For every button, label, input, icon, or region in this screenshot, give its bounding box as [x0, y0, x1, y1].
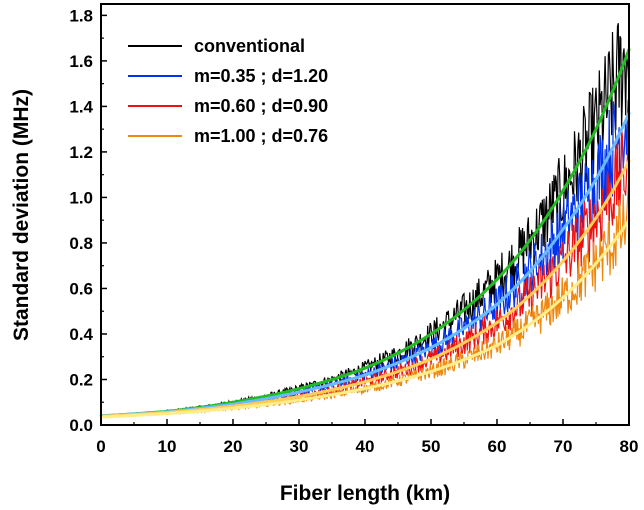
data-point-3-9 [594, 216, 598, 220]
data-point-4-9 [594, 261, 598, 265]
y-tick-label: 0.4 [69, 325, 93, 344]
legend-label-4: m=1.00 ; d=0.76 [194, 126, 328, 146]
y-tick-label: 0.6 [69, 279, 93, 298]
data-point-1-7 [495, 277, 499, 281]
y-tick-label: 1.2 [69, 143, 93, 162]
y-tick-label: 0.2 [69, 370, 93, 389]
data-point-1-6 [429, 332, 433, 336]
y-tick-label: 1.6 [69, 52, 93, 71]
y-axis-title: Standard deviation (MHz) [10, 89, 33, 341]
y-tick-label: 0.0 [69, 416, 93, 435]
y-tick-label: 1.0 [69, 188, 93, 207]
x-tick-label: 80 [620, 437, 639, 456]
x-tick-label: 20 [224, 437, 243, 456]
data-point-1-5 [363, 366, 367, 370]
x-tick-label: 0 [96, 437, 105, 456]
x-tick-label: 40 [356, 437, 375, 456]
y-tick-label: 0.8 [69, 234, 93, 253]
data-point-3-3 [231, 404, 235, 408]
data-point-4-4 [297, 398, 301, 402]
x-tick-label: 70 [554, 437, 573, 456]
legend: conventional m=0.35 ; d=1.20 m=0.60 ; d=0.… [128, 36, 328, 146]
data-point-2-7 [495, 302, 499, 306]
x-tick-label: 60 [488, 437, 507, 456]
data-point-3-4 [297, 395, 301, 399]
x-tick-label: 10 [158, 437, 177, 456]
x-axis-title: Fiber length (km) [280, 482, 450, 505]
x-axis: 0 10 20 30 40 50 60 70 80 [96, 419, 638, 456]
data-point-3-7 [495, 321, 499, 325]
legend-label-3: m=0.60 ; d=0.90 [194, 96, 328, 116]
data-point-2-4 [297, 390, 301, 394]
data-point-4-6 [429, 370, 433, 373]
data-point-4-7 [495, 343, 499, 347]
data-point-2-5 [363, 373, 367, 377]
data-point-3-5 [363, 380, 367, 384]
data-point-3-8 [561, 259, 565, 263]
data-point-2-9 [594, 177, 598, 181]
series-trace-3 [100, 118, 630, 418]
y-tick-label: 1.8 [69, 6, 93, 25]
legend-label-1: conventional [194, 36, 305, 56]
chart-curves [99, 23, 631, 419]
data-point-4-3 [231, 406, 235, 410]
x-tick-label: 50 [422, 437, 441, 456]
data-point-4-2 [165, 412, 169, 416]
series-fit-1 [100, 48, 631, 418]
y-tick-label: 1.4 [69, 97, 93, 116]
data-point-2-8 [561, 227, 565, 231]
data-point-3-6 [429, 357, 433, 361]
x-tick-label: 30 [290, 437, 309, 456]
legend-label-2: m=0.35 ; d=1.20 [194, 66, 328, 86]
data-point-1-9 [594, 127, 598, 131]
data-point-2-6 [429, 346, 433, 350]
data-point-1-8 [561, 189, 565, 193]
data-point-1-4 [297, 387, 301, 391]
data-point-4-8 [561, 296, 565, 300]
y-axis: 0.0 0.2 0.4 0.6 0.8 1.0 1.2 1.4 1.6 1.8 [69, 6, 107, 435]
series-trace-1 [100, 23, 630, 417]
data-point-4-5 [363, 387, 367, 391]
